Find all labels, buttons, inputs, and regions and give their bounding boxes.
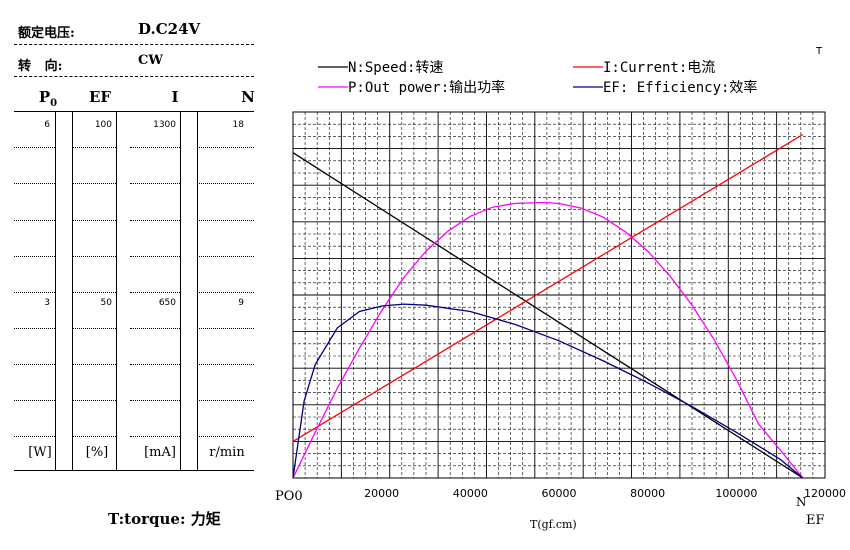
p0-mid: 3 <box>44 298 50 308</box>
table-row-line <box>130 220 180 221</box>
table-row-line <box>14 220 55 221</box>
table-row-line <box>197 256 254 257</box>
table-row-line <box>197 220 254 221</box>
unit-i: [mA] <box>144 445 176 460</box>
ef-mid: 50 <box>100 298 112 308</box>
table-row-line <box>130 147 180 148</box>
chart-curves <box>292 133 804 479</box>
bottom-rule <box>14 470 254 471</box>
i-mid: 650 <box>158 298 176 308</box>
ef-max: 100 <box>94 120 112 130</box>
header-ef: EF <box>88 88 112 106</box>
divider <box>14 44 254 45</box>
legend-label: N:Speed:转速 <box>348 60 443 76</box>
divider <box>14 76 254 77</box>
legend-label: EF: Efficiency:效率 <box>603 79 757 96</box>
column-rule <box>116 111 117 470</box>
table-row-line <box>14 256 55 257</box>
table-row-line <box>130 256 180 257</box>
legend-label: I:Current:电流 <box>603 60 715 76</box>
table-row-line <box>72 220 116 221</box>
i-max: 1300 <box>153 120 176 130</box>
header-i: I <box>171 88 179 106</box>
x-tick-label: 100000 <box>715 487 757 500</box>
column-rule <box>55 111 56 470</box>
header-n: N <box>241 88 255 106</box>
series-line-3 <box>292 303 804 479</box>
table-row-line <box>197 292 254 293</box>
series-line-2 <box>292 201 804 479</box>
table-row-line <box>72 183 116 184</box>
table-row-line <box>130 400 180 401</box>
x-tick-label: 60000 <box>542 487 577 500</box>
table-row-line <box>14 436 55 437</box>
table-row-line <box>14 292 55 293</box>
header-p0: P0 <box>38 88 58 109</box>
top-right-label: T <box>815 46 823 57</box>
table-row-line <box>14 147 55 148</box>
x-axis-label: T(gf.cm) <box>530 518 577 531</box>
unit-p0: [W] <box>28 445 52 460</box>
table-row-line <box>72 436 116 437</box>
table-row-line <box>130 292 180 293</box>
table-row-line <box>72 364 116 365</box>
table-row-line <box>130 183 180 184</box>
x-tick-label: 120000 <box>804 487 846 500</box>
x-tick-label: 20000 <box>364 487 399 500</box>
n-corner-label: N <box>796 495 807 509</box>
table-row-line <box>197 147 254 148</box>
n-mid: 9 <box>238 298 244 308</box>
table-row-line <box>14 328 55 329</box>
table-row-line <box>197 364 254 365</box>
voltage-label: 额定电压: <box>18 26 75 41</box>
column-rule <box>72 111 73 470</box>
chart-grid <box>292 111 826 479</box>
table-row-line <box>130 328 180 329</box>
direction-label: 转 向: <box>18 59 63 74</box>
series-line-1 <box>292 133 804 442</box>
table-row-line <box>197 436 254 437</box>
table-row-line <box>72 400 116 401</box>
x-tick-label: 40000 <box>453 487 488 500</box>
table-row-line <box>14 183 55 184</box>
header-rule <box>14 111 254 112</box>
table-row-line <box>72 328 116 329</box>
n-max: 18 <box>232 120 244 130</box>
unit-n: r/min <box>209 445 245 460</box>
table-row-line <box>14 400 55 401</box>
x-tick-label: 80000 <box>630 487 665 500</box>
table-row-line <box>197 183 254 184</box>
origin-label: PO0 <box>275 489 303 504</box>
chart-legend: N:Speed:转速 I:Current:电流 P:Out power:输出功率 EF… <box>318 60 757 96</box>
unit-ef: [%] <box>85 445 109 460</box>
torque-note: T:torque: 力矩 <box>108 510 221 528</box>
column-rule <box>197 111 198 470</box>
table-row-line <box>197 328 254 329</box>
x-ticks: 20000 40000 60000 80000 100000 120000 <box>364 487 846 500</box>
column-rule <box>180 111 181 470</box>
p0-max: 6 <box>44 120 50 130</box>
table-row-line <box>14 364 55 365</box>
ef-corner-label: EF <box>806 513 825 528</box>
table-row-line <box>130 436 180 437</box>
legend-label: P:Out power:输出功率 <box>348 79 505 96</box>
table-row-line <box>72 147 116 148</box>
table-row-line <box>130 364 180 365</box>
direction-value: CW <box>138 53 163 68</box>
table-row-line <box>72 292 116 293</box>
voltage-value: D.C24V <box>138 20 201 38</box>
table-row-line <box>197 400 254 401</box>
series-line-0 <box>292 152 804 479</box>
table-row-line <box>72 256 116 257</box>
